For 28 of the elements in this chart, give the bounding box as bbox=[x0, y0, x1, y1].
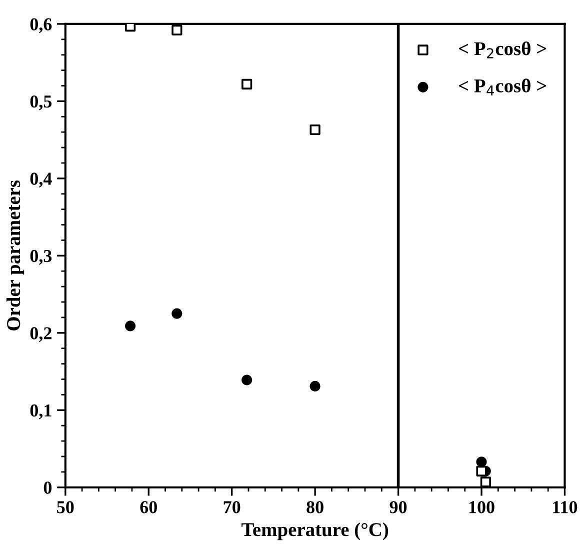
point bbox=[172, 24, 182, 36]
y-tick-label: 0,3 bbox=[30, 250, 52, 265]
point bbox=[172, 308, 182, 319]
point bbox=[242, 374, 252, 386]
point bbox=[242, 78, 252, 90]
x-axis-title: Temperature (°C) bbox=[242, 522, 388, 540]
x-tick-label: 90 bbox=[390, 501, 407, 514]
y-tick-label: 0,5 bbox=[30, 95, 52, 110]
point bbox=[476, 466, 487, 476]
x-tick-label: 50 bbox=[57, 501, 74, 514]
x-tick-label: 70 bbox=[224, 501, 240, 514]
x-tick-label: 100 bbox=[469, 501, 494, 514]
point bbox=[125, 320, 136, 332]
point bbox=[476, 456, 487, 468]
y-tick-label: 0 bbox=[44, 482, 52, 494]
legend-label: < P$_{2}$cosθ > bbox=[458, 41, 546, 58]
y-tick-label: 0,4 bbox=[30, 172, 52, 188]
y-tick-label: 0,2 bbox=[30, 327, 52, 342]
point bbox=[310, 380, 320, 392]
y-axis-title: Order parameters bbox=[6, 180, 24, 330]
x-tick-label: 80 bbox=[306, 501, 324, 514]
x-tick-label: 110 bbox=[553, 501, 578, 514]
point bbox=[480, 476, 491, 488]
y-tick-label: 0,6 bbox=[30, 18, 52, 34]
y-tick-label: 0,1 bbox=[30, 404, 52, 420]
x-tick-label: 60 bbox=[140, 501, 157, 514]
legend-label: < P$_{4}$cosθ > bbox=[458, 78, 546, 96]
point bbox=[310, 124, 320, 136]
